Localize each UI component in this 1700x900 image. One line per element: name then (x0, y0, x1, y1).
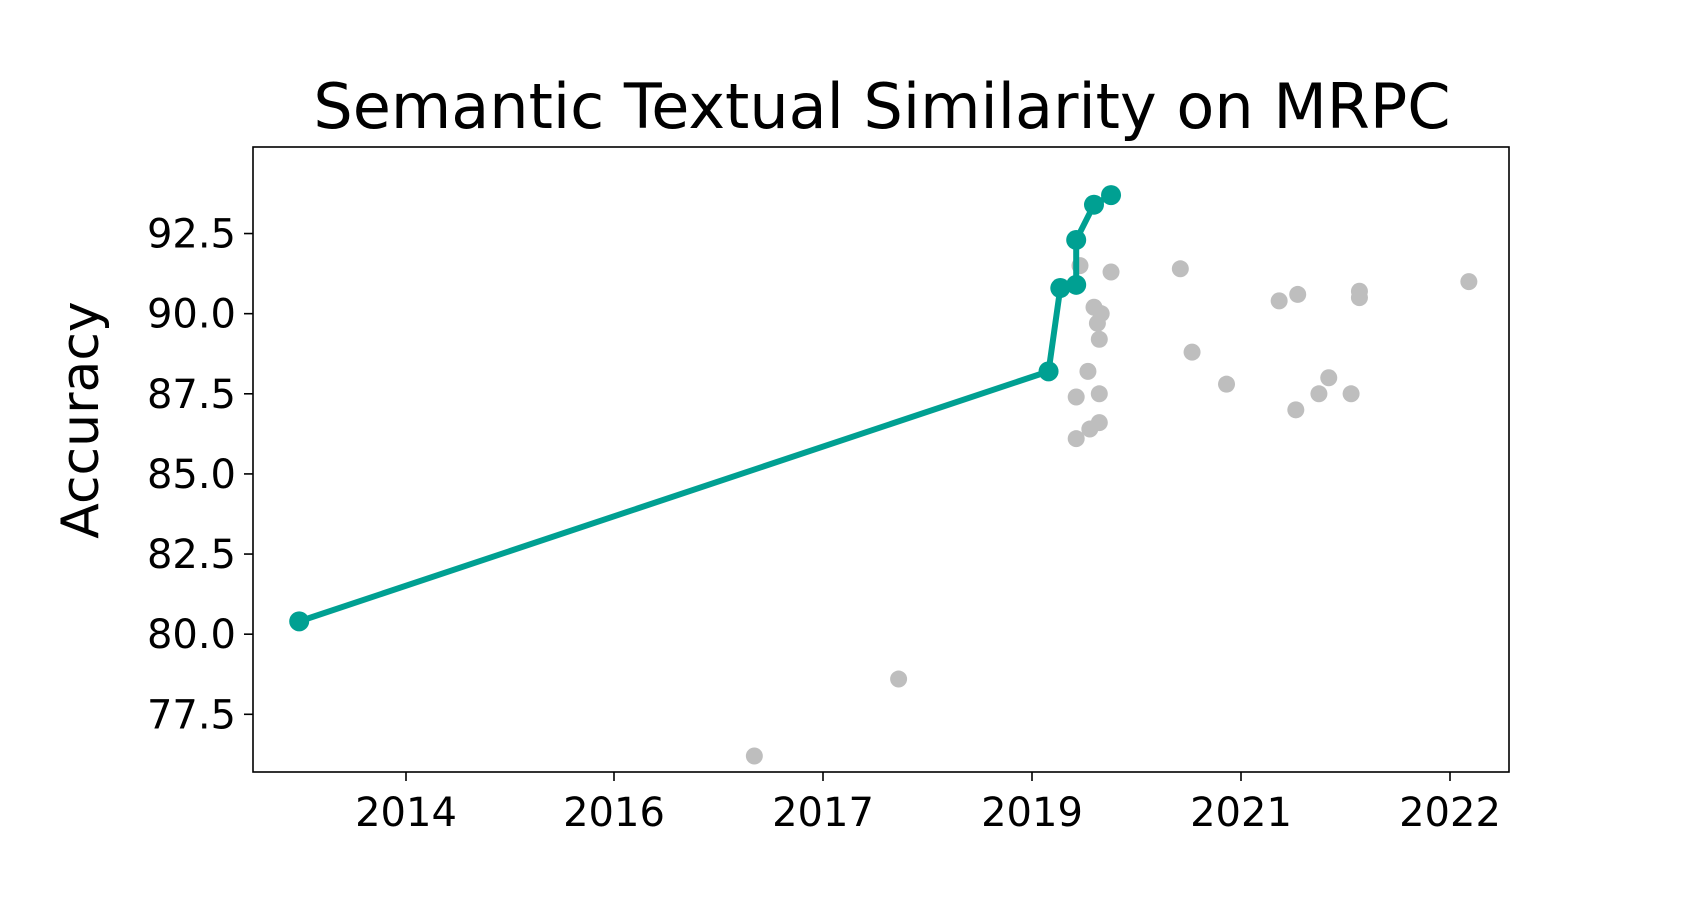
sota-results-series (289, 185, 1122, 632)
other-result-point (1183, 343, 1201, 361)
other-result-point (1171, 260, 1189, 278)
other-result-point (1090, 385, 1108, 403)
y-tick-label: 92.5 (147, 212, 236, 258)
chart-title: Semantic Textual Similarity on MRPC (313, 70, 1450, 143)
x-tick-label: 2016 (563, 790, 665, 836)
x-tick-label: 2022 (1399, 790, 1501, 836)
sota-result-point (1050, 278, 1071, 299)
other-result-point (1342, 385, 1360, 403)
x-tick-label: 2014 (355, 790, 457, 836)
sota-result-point (1066, 274, 1087, 295)
plot-area (289, 185, 1478, 765)
other-result-point (1320, 369, 1338, 387)
sota-result-point (289, 611, 310, 632)
other-result-point (1287, 401, 1305, 419)
other-result-point (1067, 430, 1085, 448)
other-result-point (1289, 285, 1307, 303)
sota-result-point (1066, 229, 1087, 250)
x-tick-label: 2017 (772, 790, 874, 836)
sota-line (296, 192, 1115, 625)
y-tick-label: 82.5 (147, 532, 236, 578)
y-tick-label: 87.5 (147, 372, 236, 418)
other-result-point (745, 747, 763, 765)
y-axis-label: Accuracy (51, 301, 111, 538)
y-tick-label: 85.0 (147, 452, 236, 498)
other-result-point (1460, 273, 1478, 291)
y-tick-label: 80.0 (147, 612, 236, 658)
other-result-point (1270, 292, 1288, 310)
other-result-point (1092, 305, 1110, 323)
y-tick-label: 90.0 (147, 292, 236, 338)
other-result-point (1102, 263, 1120, 281)
other-result-point (1090, 330, 1108, 348)
y-tick-label: 77.5 (147, 692, 236, 738)
other-result-point (1350, 289, 1368, 307)
x-tick-label: 2021 (1190, 790, 1292, 836)
plot-frame (252, 146, 1510, 773)
other-result-point (1310, 385, 1328, 403)
sota-result-point (1083, 194, 1104, 215)
other-results-series (745, 257, 1478, 765)
x-tick-label: 2019 (981, 790, 1083, 836)
other-result-point (1067, 388, 1085, 406)
other-result-point (1218, 375, 1236, 393)
sota-result-point (1101, 185, 1122, 206)
other-result-point (1079, 362, 1097, 380)
other-result-point (1090, 414, 1108, 432)
other-result-point (890, 670, 908, 688)
x-axis: 2014 2016 2017 2019 2021 2022 (355, 772, 1501, 836)
sota-result-point (1038, 361, 1059, 382)
y-axis: 77.5 80.0 82.5 85.0 87.5 90.0 92.5 (147, 212, 253, 738)
